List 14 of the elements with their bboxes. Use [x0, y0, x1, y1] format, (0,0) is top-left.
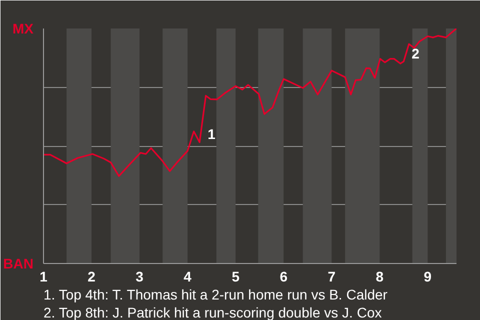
text: 1. Top 4th: T. Thomas hit a 2-run home run vs B. Calder	[44, 286, 388, 302]
x-tick-label: 6	[280, 268, 288, 284]
x-tick-label: 2	[88, 268, 96, 284]
x-tick-label: 9	[424, 268, 432, 284]
x-tick-label: 3	[136, 268, 144, 284]
x-tick-label: 1	[40, 268, 48, 284]
x-tick-label: 4	[184, 268, 192, 284]
text: BAN	[3, 256, 34, 272]
x-tick-label: 8	[376, 268, 384, 284]
annotation: 1	[208, 126, 216, 142]
annotation: 2	[412, 45, 420, 62]
x-tick-label: 7	[328, 268, 336, 284]
text: MX	[12, 20, 34, 36]
x-tick-label: 5	[232, 268, 240, 284]
